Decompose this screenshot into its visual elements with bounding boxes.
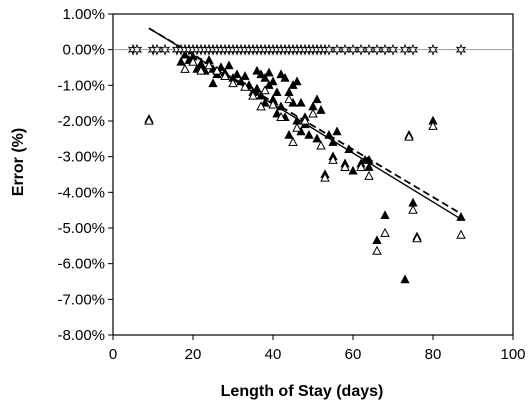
x-tick-label: 40 bbox=[265, 346, 282, 363]
open-triangle-point bbox=[256, 101, 266, 111]
open-triangle-point bbox=[300, 115, 310, 125]
y-tick-label: -5.00% bbox=[57, 220, 105, 237]
y-tick-label: -8.00% bbox=[57, 327, 105, 344]
filled-triangle-point bbox=[256, 69, 266, 79]
filled-triangle-point bbox=[176, 56, 186, 66]
y-axis-title: Error (%) bbox=[10, 128, 27, 196]
x-tick-label: 0 bbox=[109, 346, 117, 363]
open-triangle-point bbox=[248, 90, 258, 100]
y-tick-label: -7.00% bbox=[57, 291, 105, 308]
y-tick-label: -6.00% bbox=[57, 256, 105, 273]
y-tick-label: -2.00% bbox=[57, 113, 105, 130]
filled-triangle-point bbox=[252, 83, 262, 93]
open-triangle-point bbox=[288, 136, 298, 146]
open-triangle-point bbox=[220, 70, 230, 80]
open-triangle-point bbox=[408, 204, 418, 214]
x-tick-label: 20 bbox=[185, 346, 202, 363]
x-axis-title: Length of Stay (days) bbox=[221, 383, 384, 400]
open-triangle-point bbox=[356, 161, 366, 171]
filled-triangle-point bbox=[296, 97, 306, 107]
filled-triangle-point bbox=[224, 60, 234, 70]
open-triangle-point bbox=[276, 111, 286, 122]
open-triangle-point bbox=[372, 245, 382, 255]
filled-triangle-point bbox=[256, 90, 266, 100]
open-triangle-point bbox=[404, 131, 414, 141]
filled-triangle-point bbox=[304, 130, 314, 139]
star-point bbox=[407, 43, 419, 56]
filled-triangle-point bbox=[276, 101, 286, 111]
star-point bbox=[427, 43, 439, 56]
open-triangle-point bbox=[240, 81, 250, 91]
y-tick-label: -1.00% bbox=[57, 77, 105, 94]
open-triangle-point bbox=[204, 60, 214, 70]
filled-triangle-point bbox=[284, 130, 294, 139]
filled-triangle-point bbox=[316, 105, 326, 114]
filled-triangle-point bbox=[272, 87, 282, 96]
open-triangle-point bbox=[320, 172, 330, 182]
filled-triangle-point bbox=[208, 78, 218, 88]
filled-triangle-point bbox=[260, 97, 270, 107]
x-tick-label: 80 bbox=[425, 346, 442, 363]
filled-triangle-point bbox=[312, 94, 322, 104]
filled-triangle-point bbox=[232, 69, 242, 79]
open-triangle-point bbox=[180, 63, 190, 73]
open-triangle-point bbox=[212, 65, 222, 75]
open-triangle-point bbox=[428, 120, 438, 130]
filled-triangle-point bbox=[380, 210, 390, 220]
filled-triangle-point bbox=[344, 144, 354, 154]
y-tick-label: -4.00% bbox=[57, 184, 105, 201]
open-triangle-point bbox=[228, 78, 238, 88]
plot-frame bbox=[112, 13, 514, 336]
x-tick-label: 60 bbox=[345, 346, 362, 363]
filled-triangle-point bbox=[312, 133, 322, 143]
star-point bbox=[159, 43, 171, 56]
filled-triangle-point bbox=[364, 154, 374, 164]
filled-triangle-point bbox=[328, 137, 338, 146]
filled-triangle-point bbox=[372, 235, 382, 245]
star-point bbox=[455, 43, 467, 56]
y-tick-label: 1.00% bbox=[62, 6, 105, 23]
filled-triangle-point bbox=[292, 76, 302, 86]
open-triangle-point bbox=[412, 233, 422, 243]
open-triangle-point bbox=[380, 227, 390, 237]
filled-triangle-point bbox=[272, 108, 282, 118]
open-triangle-point bbox=[456, 229, 466, 239]
open-triangle-point bbox=[144, 115, 154, 125]
filled-triangle-point bbox=[364, 162, 374, 171]
open-triangle-point bbox=[292, 122, 302, 132]
filled-triangle-point bbox=[400, 274, 410, 284]
star-point bbox=[387, 43, 399, 56]
filled-triangle-point bbox=[332, 126, 342, 136]
open-triangle-point bbox=[284, 94, 294, 104]
star-point bbox=[131, 43, 143, 56]
open-triangle-point bbox=[196, 65, 206, 75]
filled-triangle-point bbox=[260, 72, 270, 82]
filled-triangle-point bbox=[268, 76, 278, 86]
filled-triangle-point bbox=[240, 71, 250, 80]
filled-triangle-point bbox=[252, 65, 262, 75]
open-triangle-point bbox=[340, 161, 350, 171]
filled-triangle-point bbox=[276, 69, 286, 79]
filled-triangle-point bbox=[456, 212, 466, 221]
y-tick-label: -3.00% bbox=[57, 149, 105, 166]
filled-triangle-point bbox=[216, 62, 226, 72]
open-triangle-point bbox=[316, 140, 326, 150]
filled-triangle-point bbox=[324, 130, 334, 139]
x-tick-label: 100 bbox=[500, 346, 525, 363]
filled-triangle-point bbox=[280, 72, 290, 82]
filled-triangle-point bbox=[236, 76, 246, 86]
open-triangle-point bbox=[188, 56, 198, 66]
open-triangle-point bbox=[328, 154, 338, 164]
open-triangle-point bbox=[308, 108, 318, 118]
filled-triangle-point bbox=[264, 67, 274, 77]
y-tick-label: 0.00% bbox=[62, 42, 105, 59]
open-triangle-point bbox=[268, 99, 278, 109]
open-triangle-point bbox=[364, 170, 374, 180]
open-triangle-point bbox=[260, 85, 270, 95]
filled-triangle-point bbox=[348, 165, 358, 175]
